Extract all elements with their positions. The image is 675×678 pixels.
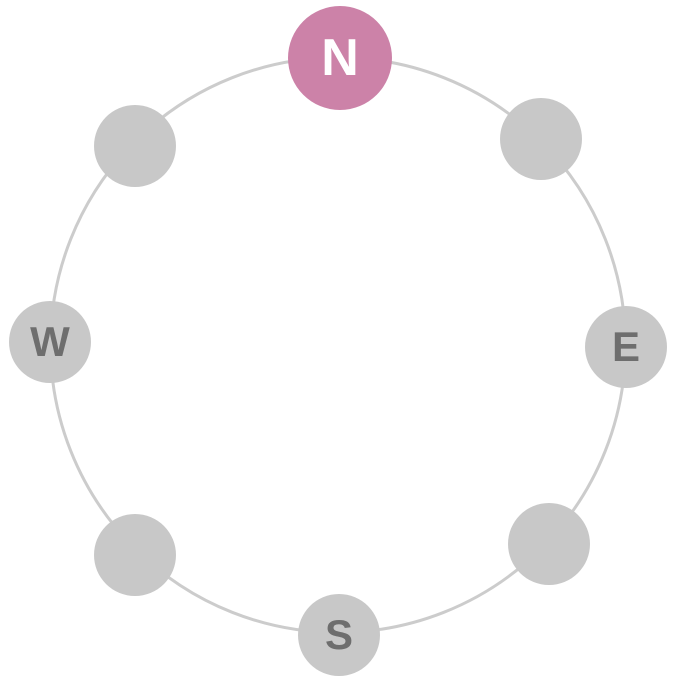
direction-southwest-button[interactable] [94, 514, 176, 596]
direction-east-button[interactable]: E [585, 306, 667, 388]
direction-north-button[interactable]: N [288, 6, 392, 110]
direction-east-label: E [611, 323, 640, 370]
direction-south-label: S [324, 611, 353, 658]
direction-west-button[interactable]: W [9, 301, 91, 383]
direction-south-button[interactable]: S [298, 594, 380, 676]
direction-west-label: W [30, 318, 70, 365]
direction-northwest-button[interactable] [94, 105, 176, 187]
direction-north-label: N [321, 29, 359, 87]
direction-southeast-button[interactable] [508, 503, 590, 585]
direction-northeast-button[interactable] [500, 98, 582, 180]
